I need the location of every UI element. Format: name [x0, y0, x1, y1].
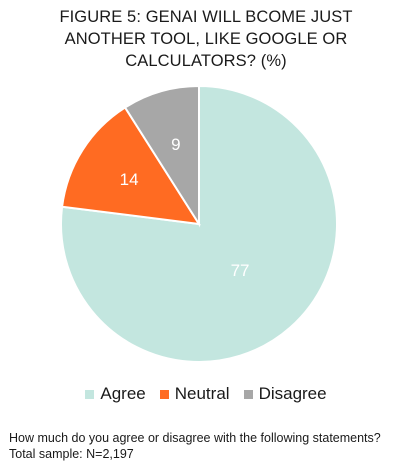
legend-swatch-agree [85, 389, 95, 399]
legend-label-disagree: Disagree [258, 384, 327, 403]
legend-swatch-disagree [243, 389, 253, 399]
legend-swatch-neutral [159, 389, 169, 399]
legend-item-disagree: Disagree [243, 384, 327, 404]
pie-slice-disagree [123, 84, 200, 228]
pie-label-agree: 77 [231, 261, 250, 280]
pie-slice-agree [60, 84, 338, 363]
chart-footnote: How much do you agree or disagree with t… [9, 430, 381, 462]
legend-label-agree: Agree [100, 384, 146, 403]
legend-item-neutral: Neutral [159, 384, 230, 404]
pie-label-disagree: 9 [171, 135, 180, 154]
chart-title-line-2: ANOTHER TOOL, LIKE GOOGLE OR [64, 30, 348, 48]
chart-title-line-1: FIGURE 5: GENAI WILL BCOME JUST [59, 8, 353, 26]
chart-title: FIGURE 5: GENAI WILL BCOME JUST ANOTHER … [0, 6, 412, 72]
chart-title-line-3: CALCULATORS? (%) [125, 52, 287, 70]
legend-label-neutral: Neutral [174, 384, 230, 403]
pie-label-neutral: 14 [120, 170, 139, 189]
chart-legend: Agree Neutral Disagree [0, 384, 412, 404]
footnote-sample: Total sample: N=2,197 [9, 447, 134, 461]
pie-slice-neutral [60, 106, 201, 226]
legend-item-agree: Agree [85, 384, 146, 404]
footnote-question: How much do you agree or disagree with t… [9, 431, 381, 445]
